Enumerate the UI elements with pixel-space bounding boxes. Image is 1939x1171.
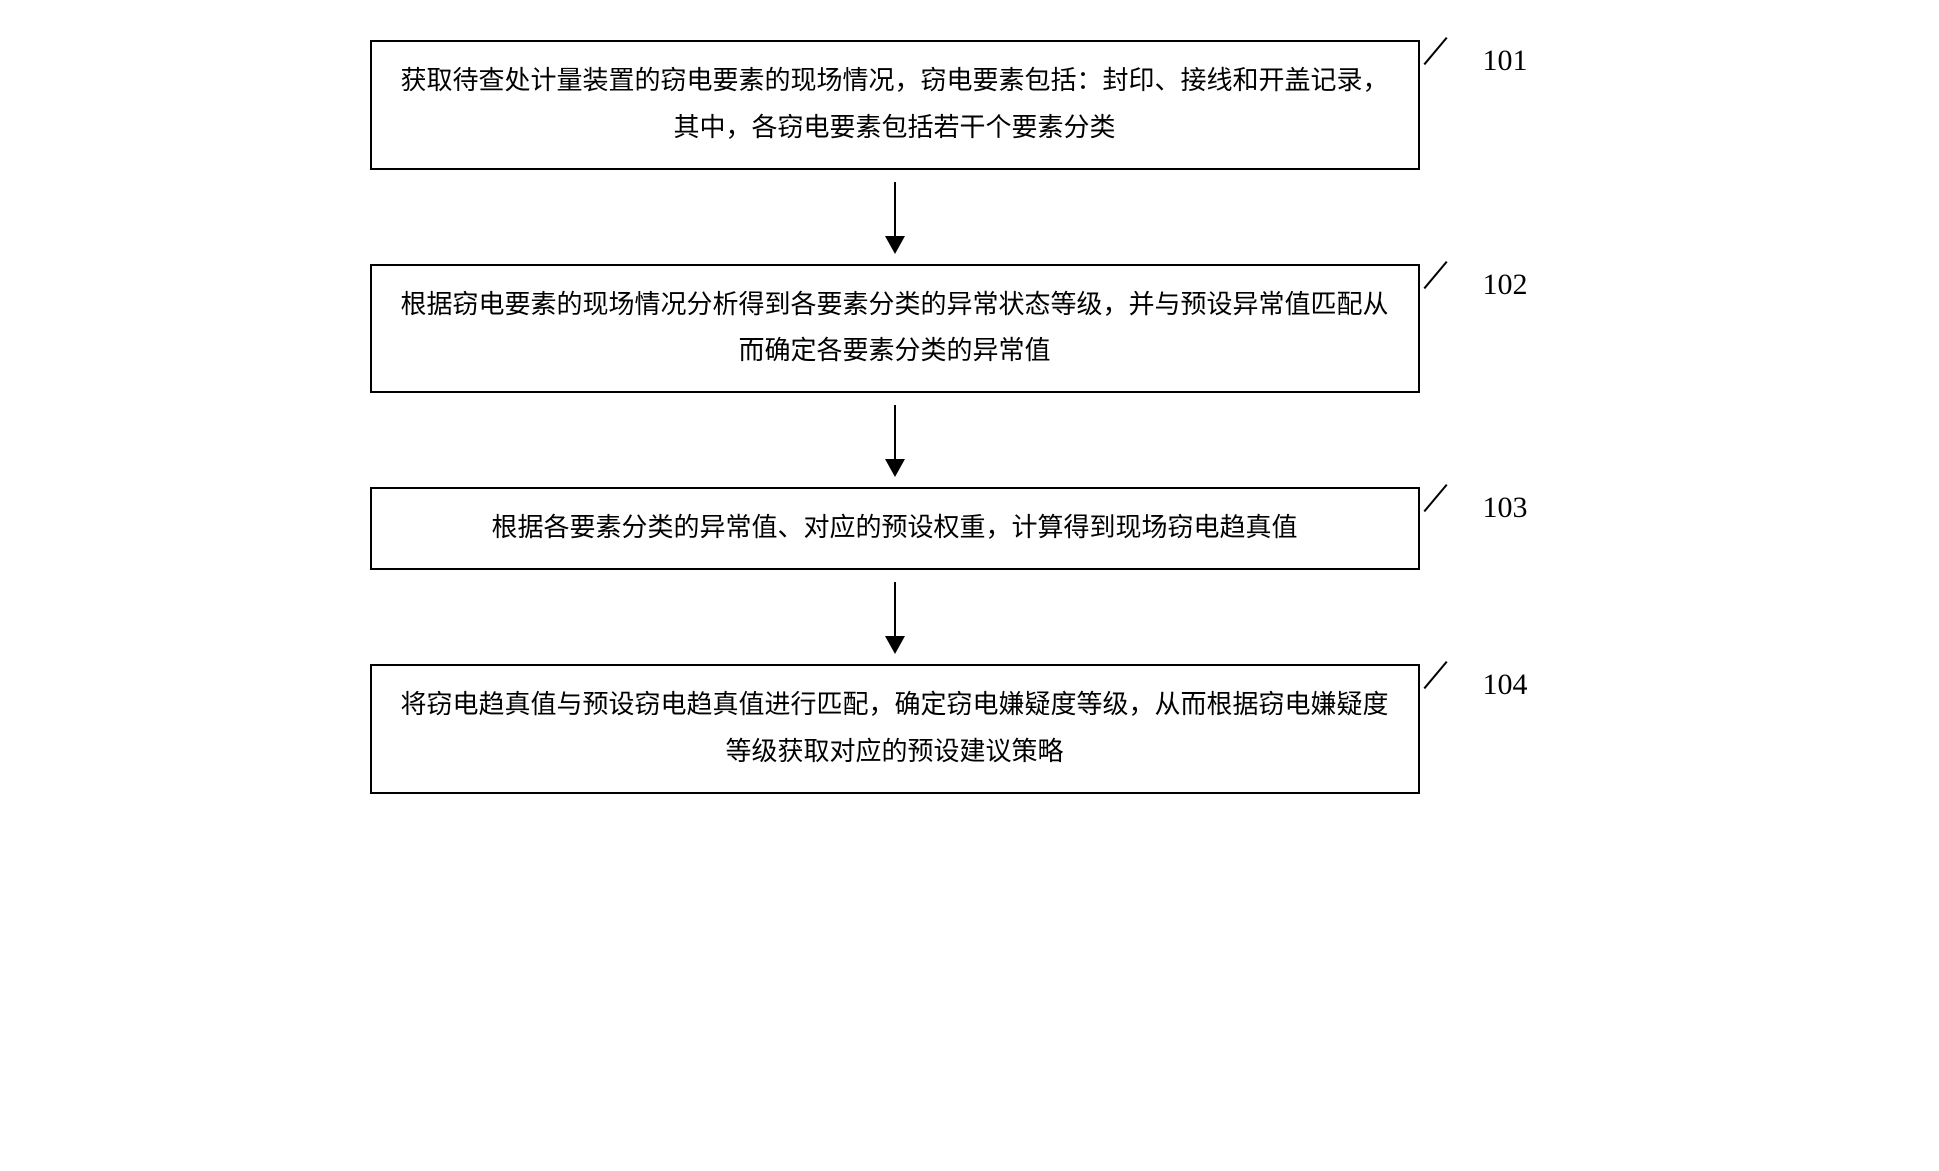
step-label-1: 101 bbox=[1483, 34, 1528, 88]
connector-line-2 bbox=[1423, 261, 1447, 289]
step-box-4: 104 将窃电趋真值与预设窃电趋真值进行匹配，确定窃电嫌疑度等级，从而根据窃电嫌… bbox=[370, 664, 1420, 794]
arrow-container-1 bbox=[370, 170, 1420, 264]
step-label-2: 102 bbox=[1483, 258, 1528, 312]
step-text-4: 将窃电趋真值与预设窃电趋真值进行匹配，确定窃电嫌疑度等级，从而根据窃电嫌疑度等级… bbox=[396, 682, 1394, 776]
step-label-3: 103 bbox=[1483, 481, 1528, 535]
step-label-4: 104 bbox=[1483, 658, 1528, 712]
step-text-2: 根据窃电要素的现场情况分析得到各要素分类的异常状态等级，并与预设异常值匹配从而确… bbox=[396, 282, 1394, 376]
step-text-1: 获取待查处计量装置的窃电要素的现场情况，窃电要素包括：封印、接线和开盖记录，其中… bbox=[396, 58, 1394, 152]
arrow-container-2 bbox=[370, 393, 1420, 487]
arrow-container-3 bbox=[370, 570, 1420, 664]
connector-line-1 bbox=[1423, 37, 1447, 65]
step-container-4: 104 将窃电趋真值与预设窃电趋真值进行匹配，确定窃电嫌疑度等级，从而根据窃电嫌… bbox=[370, 664, 1570, 794]
flowchart-container: 101 获取待查处计量装置的窃电要素的现场情况，窃电要素包括：封印、接线和开盖记… bbox=[370, 40, 1570, 794]
step-text-3: 根据各要素分类的异常值、对应的预设权重，计算得到现场窃电趋真值 bbox=[396, 505, 1394, 552]
step-container-1: 101 获取待查处计量装置的窃电要素的现场情况，窃电要素包括：封印、接线和开盖记… bbox=[370, 40, 1570, 170]
step-box-1: 101 获取待查处计量装置的窃电要素的现场情况，窃电要素包括：封印、接线和开盖记… bbox=[370, 40, 1420, 170]
step-box-2: 102 根据窃电要素的现场情况分析得到各要素分类的异常状态等级，并与预设异常值匹… bbox=[370, 264, 1420, 394]
step-box-3: 103 根据各要素分类的异常值、对应的预设权重，计算得到现场窃电趋真值 bbox=[370, 487, 1420, 570]
arrow-2 bbox=[894, 405, 896, 475]
step-container-3: 103 根据各要素分类的异常值、对应的预设权重，计算得到现场窃电趋真值 bbox=[370, 487, 1570, 570]
arrow-3 bbox=[894, 582, 896, 652]
step-container-2: 102 根据窃电要素的现场情况分析得到各要素分类的异常状态等级，并与预设异常值匹… bbox=[370, 264, 1570, 394]
arrow-1 bbox=[894, 182, 896, 252]
connector-line-3 bbox=[1423, 484, 1447, 512]
connector-line-4 bbox=[1423, 661, 1447, 689]
